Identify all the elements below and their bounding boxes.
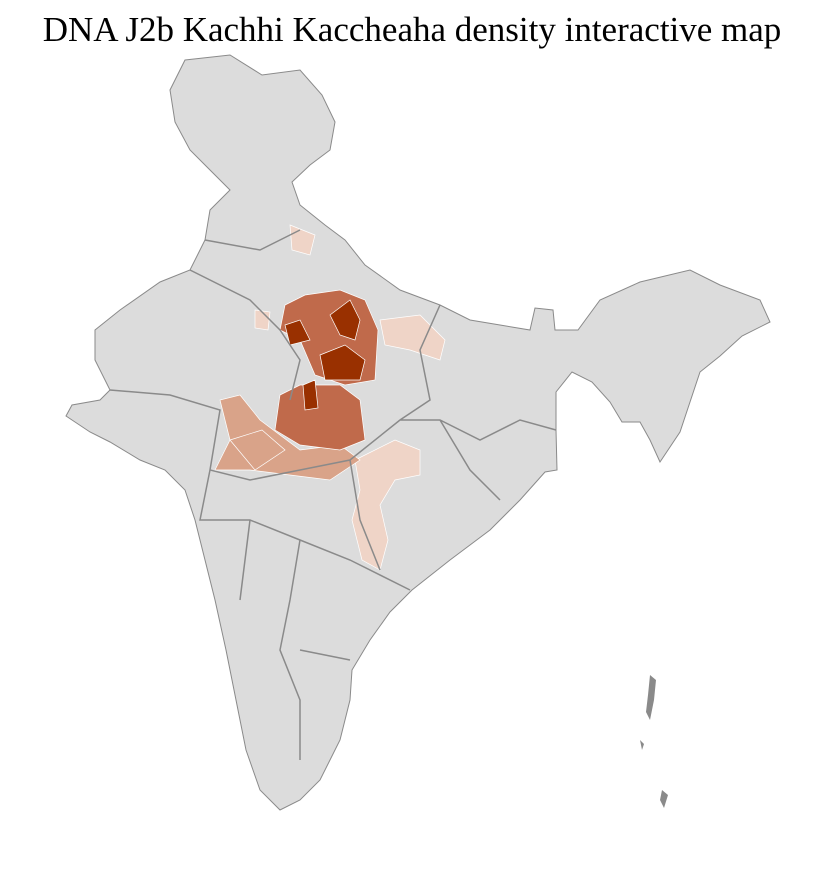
district-density-high-9[interactable] [319,344,366,381]
state-borders [109,229,557,760]
density-regions [214,224,446,571]
district-density-very-low-2[interactable] [379,314,446,361]
district-density-high-8[interactable] [329,299,361,341]
district-density-high-10[interactable] [284,319,311,346]
state-border-lines [109,229,557,760]
district-density-very-low-0[interactable] [351,439,421,571]
andaman-islands [640,675,668,808]
district-density-high-11[interactable] [302,379,319,411]
district-density-low-5[interactable] [229,429,286,471]
india-outline[interactable] [65,54,771,811]
map-title: DNA J2b Kachhi Kaccheaha density interac… [42,10,782,49]
india-landmass[interactable] [65,54,771,811]
district-density-very-low-3[interactable] [254,309,271,331]
